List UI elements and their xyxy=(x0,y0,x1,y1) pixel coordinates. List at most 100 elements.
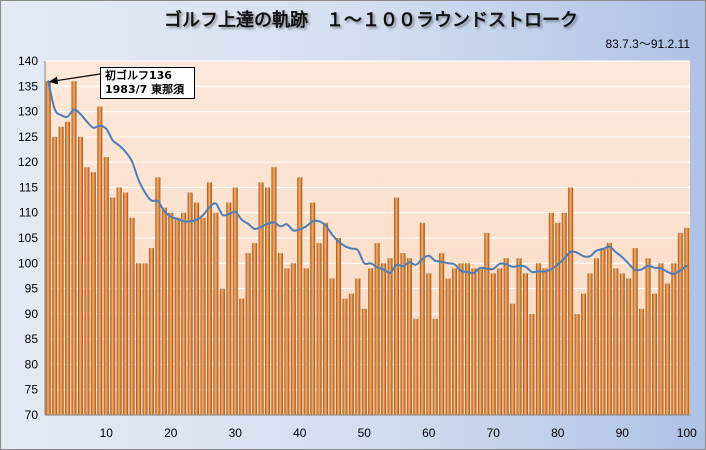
bar-round-43 xyxy=(316,243,322,415)
bar-round-75 xyxy=(523,273,529,415)
y-tick-label: 100 xyxy=(18,256,38,270)
bar-round-26 xyxy=(206,182,212,415)
bar-round-40 xyxy=(297,177,303,415)
bar-round-21 xyxy=(174,217,180,415)
x-tick-label: 80 xyxy=(551,426,565,440)
bar-round-77 xyxy=(535,263,541,415)
y-tick-label: 115 xyxy=(19,180,38,194)
bar-round-74 xyxy=(516,258,522,415)
bar-round-13 xyxy=(123,192,129,415)
bar-round-82 xyxy=(568,187,574,415)
bar-round-64 xyxy=(452,268,458,415)
bar-round-38 xyxy=(284,268,290,415)
y-tick-label: 95 xyxy=(25,282,39,296)
annotation-box: 初ゴルフ136 1983/7 東那須 xyxy=(100,67,195,99)
bar-round-4 xyxy=(65,121,71,415)
x-tick-label: 50 xyxy=(358,426,372,440)
bar-round-49 xyxy=(355,278,361,415)
bar-round-5 xyxy=(71,81,77,415)
bar-round-37 xyxy=(277,253,283,415)
y-tick-label: 140 xyxy=(18,54,38,68)
bar-round-72 xyxy=(503,258,509,415)
bar-round-68 xyxy=(477,268,483,415)
bar-round-34 xyxy=(258,182,264,415)
bar-round-83 xyxy=(574,313,580,415)
bar-round-51 xyxy=(368,268,374,415)
bar-round-63 xyxy=(445,278,451,415)
y-tick-label: 75 xyxy=(25,383,39,397)
bar-round-44 xyxy=(323,222,329,415)
bar-round-61 xyxy=(432,318,438,415)
bar-round-35 xyxy=(265,187,271,415)
bar-round-97 xyxy=(664,283,670,415)
annotation-line-1: 初ゴルフ136 xyxy=(105,69,172,82)
bar-round-1 xyxy=(45,81,51,415)
bar-round-56 xyxy=(400,253,406,415)
bar-round-7 xyxy=(84,167,90,415)
bar-round-91 xyxy=(626,278,632,415)
x-tick-label: 60 xyxy=(422,426,436,440)
bar-round-45 xyxy=(329,278,335,415)
bar-round-94 xyxy=(645,258,651,415)
bar-round-48 xyxy=(348,293,354,415)
bar-round-52 xyxy=(374,243,380,415)
bar-round-90 xyxy=(619,273,625,415)
bar-round-18 xyxy=(155,177,161,415)
bar-round-2 xyxy=(52,136,58,416)
bar-round-20 xyxy=(168,212,174,415)
bar-round-93 xyxy=(639,308,645,415)
moving-average-line xyxy=(47,80,688,275)
bar-series xyxy=(45,81,690,416)
bar-round-9 xyxy=(97,106,103,415)
bar-round-80 xyxy=(555,222,561,415)
y-tick-label: 105 xyxy=(18,231,38,245)
bar-round-95 xyxy=(652,293,658,415)
y-axis-ticks: 70 75 80 85 90 95 100 105 110 115 120 125 130 135 140 xyxy=(18,54,38,422)
bar-round-79 xyxy=(548,212,554,415)
bar-round-22 xyxy=(181,212,187,415)
y-tick-label: 110 xyxy=(19,206,38,220)
bar-round-81 xyxy=(561,212,567,415)
bar-round-57 xyxy=(406,258,412,415)
chart-subtitle: 83.7.3～91.2.11 xyxy=(605,37,690,51)
bar-round-98 xyxy=(671,263,677,415)
bar-round-31 xyxy=(239,298,245,415)
bar-round-84 xyxy=(581,293,587,415)
bar-round-12 xyxy=(116,187,122,415)
bar-round-3 xyxy=(58,126,64,416)
y-tick-label: 85 xyxy=(25,332,39,346)
bar-round-30 xyxy=(232,187,238,415)
bar-round-11 xyxy=(110,197,116,415)
bar-round-29 xyxy=(226,202,232,415)
y-tick-label: 70 xyxy=(25,408,39,422)
y-tick-label: 135 xyxy=(18,79,38,93)
bar-round-76 xyxy=(529,313,535,415)
annotation-arrow xyxy=(48,73,101,85)
x-tick-label: 10 xyxy=(100,426,114,440)
bar-round-89 xyxy=(613,268,619,415)
y-tick-label: 120 xyxy=(18,155,38,169)
bar-round-87 xyxy=(600,248,606,415)
bar-round-50 xyxy=(361,308,367,415)
bar-round-47 xyxy=(342,298,348,415)
bar-round-78 xyxy=(542,268,548,415)
bar-round-32 xyxy=(245,253,251,415)
bar-round-10 xyxy=(103,157,109,415)
bar-round-66 xyxy=(464,263,470,415)
bar-round-53 xyxy=(381,263,387,415)
bar-round-6 xyxy=(77,136,83,416)
y-tick-label: 90 xyxy=(25,307,39,321)
bar-round-39 xyxy=(290,263,296,415)
bar-round-28 xyxy=(219,288,225,415)
bar-round-19 xyxy=(161,207,167,415)
x-tick-label: 70 xyxy=(487,426,501,440)
bar-round-62 xyxy=(439,253,445,415)
x-tick-label: 100 xyxy=(677,426,697,440)
bar-round-100 xyxy=(684,227,690,415)
bar-round-60 xyxy=(426,273,432,415)
bar-round-65 xyxy=(458,263,464,415)
bar-round-16 xyxy=(142,263,148,415)
bar-round-46 xyxy=(335,238,341,415)
